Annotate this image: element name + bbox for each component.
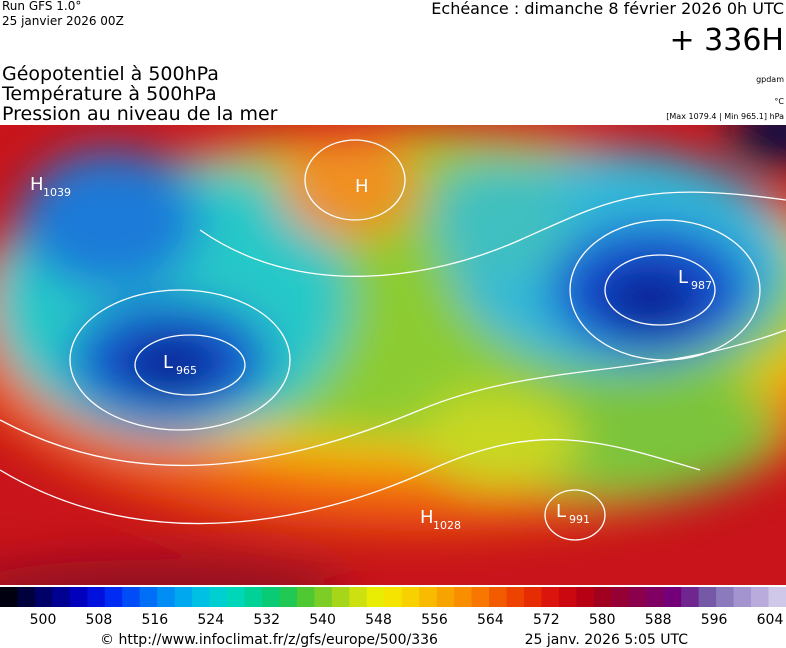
colorbar-swatch bbox=[611, 587, 630, 607]
layer: Température à 500hPa bbox=[1, 83, 217, 105]
center-value: 1028 bbox=[433, 519, 461, 532]
colorbar-tick: 516 bbox=[141, 612, 168, 628]
colorbar-swatch bbox=[52, 587, 71, 607]
run-label: Run GFS 1.0° bbox=[2, 0, 81, 13]
colorbar-swatch bbox=[0, 587, 18, 607]
colorbar-swatch bbox=[17, 587, 36, 607]
colorbar-swatch bbox=[733, 587, 752, 607]
center-value: 991 bbox=[569, 513, 590, 526]
center-letter: L bbox=[163, 352, 173, 373]
colorbar-swatch bbox=[663, 587, 682, 607]
map bbox=[0, 125, 786, 585]
colorbar-swatch bbox=[314, 587, 333, 607]
colorbar-tick: 540 bbox=[309, 612, 336, 628]
center-letter: H bbox=[420, 507, 434, 528]
colorbar-swatch bbox=[34, 587, 53, 607]
colorbar-swatch bbox=[506, 587, 525, 607]
colorbar-swatch bbox=[157, 587, 176, 607]
colorbar-swatch bbox=[541, 587, 560, 607]
colorbar-swatch bbox=[436, 587, 455, 607]
colorbar-tick: 532 bbox=[253, 612, 280, 628]
colorbar-tick: 604 bbox=[757, 612, 784, 628]
colorbar-swatch bbox=[489, 587, 508, 607]
center-letter: H bbox=[355, 176, 369, 197]
colorbar-swatch bbox=[192, 587, 211, 607]
colorbar-swatch bbox=[296, 587, 315, 607]
center-letter: L bbox=[678, 267, 688, 288]
colorbar-swatch bbox=[558, 587, 577, 607]
colorbar-swatch bbox=[209, 587, 228, 607]
colorbar-tick: 524 bbox=[197, 612, 224, 628]
colorbar-swatch bbox=[174, 587, 193, 607]
colorbar-swatch bbox=[646, 587, 665, 607]
colorbar-swatch bbox=[87, 587, 106, 607]
source-url: © http://www.infoclimat.fr/z/gfs/europe/… bbox=[100, 632, 438, 648]
generated-time: 25 janv. 2026 5:05 UTC bbox=[525, 632, 689, 648]
colorbar-tick: 564 bbox=[477, 612, 504, 628]
colorbar-swatch bbox=[104, 587, 123, 607]
center-letter: L bbox=[556, 501, 566, 522]
colorbar-swatch bbox=[419, 587, 438, 607]
center-value: 987 bbox=[691, 279, 712, 292]
colorbar: 500 508 516 524 532 540 548 556 564 572 580 588 596 6… bbox=[0, 587, 786, 628]
colorbar-swatch bbox=[593, 587, 612, 607]
colorbar-swatch bbox=[681, 587, 700, 607]
layer: Pression au niveau de la mer bbox=[2, 103, 278, 125]
unit: °C bbox=[774, 97, 784, 106]
colorbar-tick: 508 bbox=[86, 612, 113, 628]
unit: [Max 1079.4 | Min 965.1] hPa bbox=[666, 112, 784, 121]
colorbar-swatch bbox=[349, 587, 368, 607]
colorbar-swatch bbox=[227, 587, 246, 607]
colorbar-swatch bbox=[471, 587, 490, 607]
colorbar-swatch bbox=[628, 587, 647, 607]
colorbar-tick: 572 bbox=[533, 612, 560, 628]
colorbar-swatch bbox=[279, 587, 298, 607]
center-value: 965 bbox=[176, 364, 197, 377]
colorbar-swatch bbox=[698, 587, 717, 607]
colorbar-swatch bbox=[331, 587, 350, 607]
colorbar-tick: 500 bbox=[30, 612, 57, 628]
colorbar-tick: 548 bbox=[365, 612, 392, 628]
colorbar-swatch bbox=[384, 587, 403, 607]
unit: gpdam bbox=[756, 75, 784, 84]
colorbar-swatch bbox=[751, 587, 770, 607]
offset: + 336H bbox=[670, 23, 785, 58]
colorbar-swatch bbox=[401, 587, 420, 607]
colorbar-swatch bbox=[122, 587, 141, 607]
center-value: 1039 bbox=[43, 186, 71, 199]
colorbar-swatch bbox=[768, 587, 786, 607]
colorbar-tick: 556 bbox=[421, 612, 448, 628]
colorbar-swatch bbox=[454, 587, 473, 607]
colorbar-swatch bbox=[69, 587, 88, 607]
colorbar-tick: 588 bbox=[645, 612, 672, 628]
colorbar-tick: 580 bbox=[589, 612, 616, 628]
run-date: 25 janvier 2026 00Z bbox=[2, 14, 124, 28]
colorbar-swatch bbox=[262, 587, 280, 607]
colorbar-swatch bbox=[576, 587, 595, 607]
echeance: Echéance : dimanche 8 février 2026 0h UT… bbox=[431, 0, 784, 18]
colorbar-swatch bbox=[716, 587, 735, 607]
colorbar-swatch bbox=[366, 587, 385, 607]
colorbar-swatch bbox=[244, 587, 263, 607]
colorbar-swatch bbox=[139, 587, 158, 607]
colorbar-tick: 596 bbox=[701, 612, 728, 628]
colorbar-swatch bbox=[524, 587, 542, 607]
center-letter: H bbox=[30, 174, 44, 195]
layer: Géopotentiel à 500hPa bbox=[2, 63, 219, 85]
